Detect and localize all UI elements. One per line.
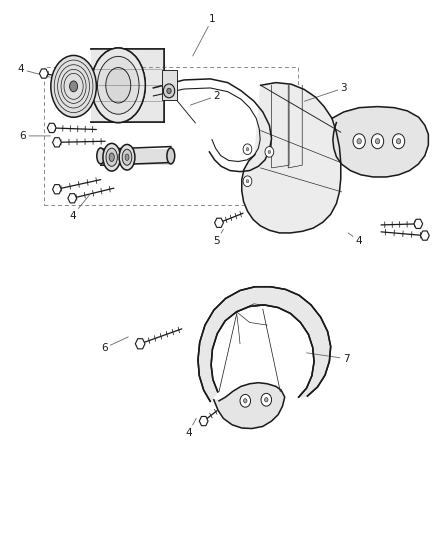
Text: 4: 4 (185, 418, 196, 438)
Circle shape (353, 134, 365, 149)
Text: 1: 1 (193, 14, 216, 56)
Circle shape (396, 139, 401, 144)
Circle shape (371, 134, 384, 149)
Text: 4: 4 (18, 64, 50, 77)
Bar (44, 67, 298, 205)
Circle shape (240, 394, 251, 407)
Ellipse shape (109, 153, 114, 161)
Circle shape (244, 399, 247, 403)
Circle shape (375, 139, 380, 144)
Circle shape (243, 176, 252, 187)
Ellipse shape (125, 154, 129, 160)
Circle shape (243, 144, 252, 155)
FancyBboxPatch shape (101, 149, 171, 165)
Text: 4: 4 (348, 233, 363, 246)
Circle shape (357, 139, 361, 144)
Text: 6: 6 (101, 337, 128, 353)
Circle shape (268, 150, 271, 154)
Ellipse shape (103, 143, 120, 171)
Polygon shape (214, 383, 285, 429)
Ellipse shape (91, 48, 145, 123)
Ellipse shape (97, 56, 139, 114)
Ellipse shape (91, 48, 145, 123)
Ellipse shape (106, 148, 117, 166)
Circle shape (167, 88, 171, 94)
Ellipse shape (106, 68, 131, 103)
Polygon shape (242, 83, 341, 233)
Circle shape (392, 134, 405, 149)
Text: 6: 6 (19, 131, 50, 141)
Ellipse shape (70, 81, 78, 92)
Text: 4: 4 (69, 195, 90, 221)
Circle shape (261, 393, 272, 406)
Text: 2: 2 (191, 91, 220, 105)
Ellipse shape (97, 148, 105, 164)
Circle shape (265, 147, 274, 157)
Text: 7: 7 (307, 353, 350, 364)
Circle shape (163, 84, 175, 98)
Text: 3: 3 (304, 83, 347, 101)
Ellipse shape (122, 149, 132, 165)
Circle shape (265, 398, 268, 402)
FancyBboxPatch shape (91, 49, 164, 122)
Polygon shape (332, 107, 428, 177)
FancyBboxPatch shape (162, 70, 177, 100)
Circle shape (246, 148, 249, 151)
Polygon shape (198, 287, 331, 401)
Ellipse shape (119, 144, 135, 170)
Text: 5: 5 (213, 229, 223, 246)
Ellipse shape (51, 55, 96, 117)
Circle shape (246, 180, 249, 183)
Ellipse shape (167, 148, 175, 164)
